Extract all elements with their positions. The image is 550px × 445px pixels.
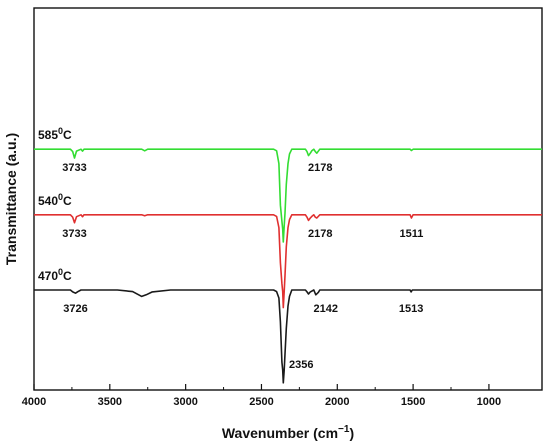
- series-line-540: [34, 214, 542, 309]
- x-tick-label: 2000: [325, 396, 349, 408]
- series-label-540: 5400C: [38, 192, 72, 208]
- x-tick-label: 3000: [173, 396, 197, 408]
- x-tick-label: 2500: [249, 396, 273, 408]
- peak-label: 1511: [399, 228, 423, 240]
- series-layer: [34, 148, 542, 384]
- x-tick-label: 3500: [98, 396, 122, 408]
- x-tick-label: 1000: [477, 396, 501, 408]
- plot-frame: [33, 7, 543, 391]
- x-axis-ticks: 4000 3500 3000 2500 2000 1500 1000: [22, 384, 501, 408]
- series-line-585: [34, 148, 542, 243]
- peak-label: 1513: [399, 303, 423, 315]
- series-line-470: [34, 289, 542, 384]
- series-label-470: 4700C: [38, 267, 72, 283]
- peak-labels: 3733 2178 3733 2178 1511 3726 2142 1513 2356: [62, 162, 423, 371]
- series-label-585: 5850C: [38, 126, 72, 142]
- y-axis-label: Transmittance (a.u.): [3, 133, 19, 265]
- peak-label: 2142: [314, 303, 338, 315]
- peak-label: 3733: [62, 228, 86, 240]
- peak-label: 2178: [308, 162, 332, 174]
- x-tick-label: 4000: [22, 396, 46, 408]
- x-axis-label: Wavenumber (cm−1): [222, 424, 354, 441]
- peak-label: 2356: [289, 359, 313, 371]
- series-labels: 5850C 5400C 4700C: [38, 126, 72, 283]
- peak-label: 3726: [63, 303, 87, 315]
- peak-label: 2178: [308, 228, 332, 240]
- peak-label: 3733: [62, 162, 86, 174]
- x-tick-label: 1500: [401, 396, 425, 408]
